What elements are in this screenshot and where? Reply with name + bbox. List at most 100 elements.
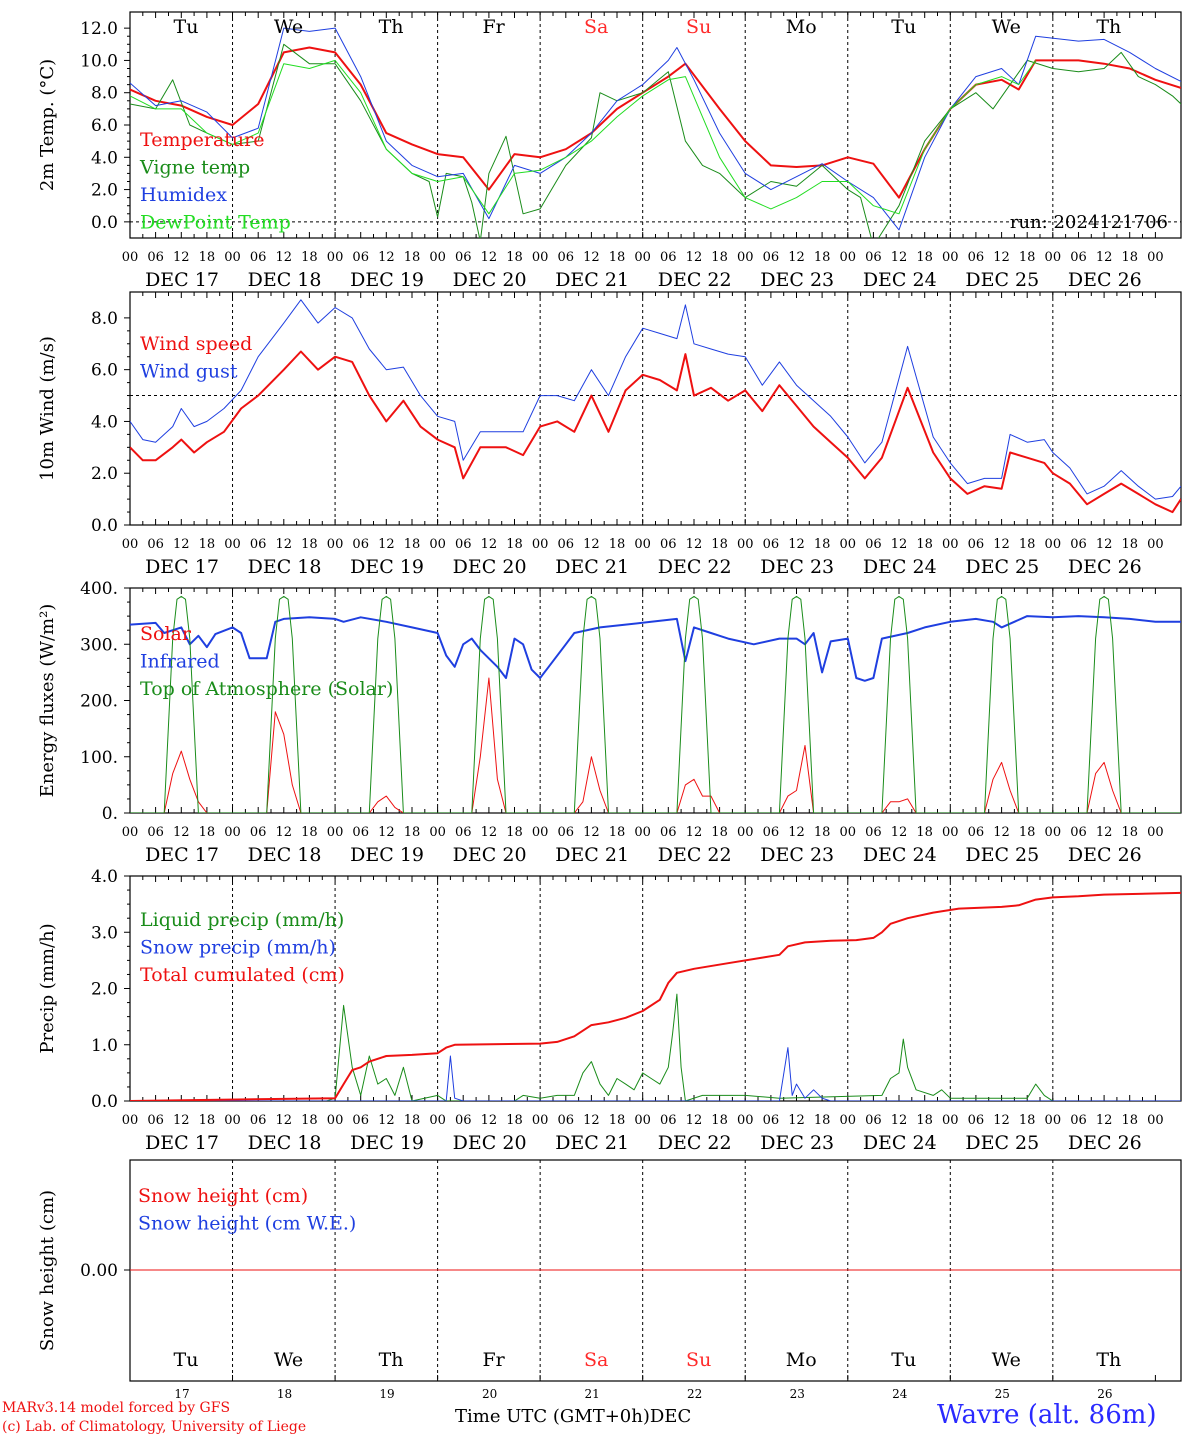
x-hour-label: 18 [199, 250, 216, 265]
x-hour-label: 06 [660, 1113, 677, 1128]
x-hour-label: 06 [968, 250, 985, 265]
y-tick-label: 8.0 [91, 84, 118, 104]
x-hour-label: 12 [378, 825, 395, 840]
x-hour-label: 18 [916, 250, 933, 265]
x-hour-label: 00 [327, 1113, 344, 1128]
day-number-label: 20 [482, 1387, 497, 1401]
x-hour-label: 12 [993, 537, 1010, 552]
x-hour-label: 12 [173, 1113, 190, 1128]
model-credit: MARv3.14 model forced by GFS [2, 1400, 231, 1416]
x-hour-label: 06 [455, 537, 472, 552]
x-hour-label: 18 [711, 825, 728, 840]
panel-frame [129, 11, 1182, 239]
x-hour-label: 00 [224, 250, 241, 265]
weekday-label: Th [1096, 1349, 1121, 1371]
weekday-label: Tu [891, 1349, 916, 1371]
x-hour-label: 00 [634, 825, 651, 840]
x-hour-label: 06 [1070, 825, 1087, 840]
x-hour-label: 00 [839, 250, 856, 265]
x-hour-label: 18 [1019, 1113, 1036, 1128]
y-tick-label: 0.0 [91, 1092, 118, 1112]
y-tick-label: 0.0 [91, 516, 118, 536]
y-tick-label: 4.0 [91, 412, 118, 432]
x-hour-label: 12 [788, 1113, 805, 1128]
x-hour-label: 00 [634, 250, 651, 265]
x-hour-label: 00 [1045, 250, 1062, 265]
legend-entry: Infrared [140, 651, 220, 673]
y-tick-label: 4.0 [91, 867, 118, 887]
x-hour-label: 00 [122, 825, 139, 840]
x-hour-label: 12 [686, 1113, 703, 1128]
x-hour-label: 18 [814, 537, 831, 552]
day-number-label: 24 [892, 1387, 908, 1401]
x-hour-label: 00 [737, 250, 754, 265]
x-hour-label: 00 [122, 1113, 139, 1128]
x-hour-label: 18 [506, 1113, 523, 1128]
y-axis-title: Snow height (cm) [37, 1190, 58, 1351]
x-hour-label: 12 [481, 1113, 498, 1128]
x-hour-label: 12 [583, 250, 600, 265]
series-line-liquid-precip-mm-h- [130, 993, 1181, 1101]
x-hour-label: 18 [301, 825, 318, 840]
x-hour-label: 00 [1045, 825, 1062, 840]
day-number-label: 25 [995, 1387, 1010, 1401]
x-hour-label: 18 [609, 537, 626, 552]
x-hour-label: 18 [301, 250, 318, 265]
x-hour-label: 06 [1070, 1113, 1087, 1128]
day-number-label: 21 [585, 1387, 600, 1401]
weekday-label: Sa [584, 1349, 608, 1371]
x-hour-label: 18 [1121, 250, 1138, 265]
series-line-wind-speed [130, 350, 1181, 514]
y-tick-label: 0.0 [91, 213, 118, 233]
x-date-label: DEC 23 [760, 556, 834, 578]
x-hour-label: 06 [865, 825, 882, 840]
x-hour-label: 18 [711, 1113, 728, 1128]
legend-entry: Snow height (cm W.E.) [138, 1213, 356, 1235]
legend-entry: Solar [140, 623, 192, 645]
y-axis-title: 2m Temp. (°C) [37, 59, 58, 191]
series-line-dewpoint-temp [130, 59, 1037, 215]
weekday-label: Th [379, 1349, 404, 1371]
x-hour-label: 12 [993, 1113, 1010, 1128]
x-hour-label: 00 [737, 825, 754, 840]
x-hour-label: 12 [1096, 250, 1113, 265]
y-axis-title: Precip (mm/h) [37, 923, 58, 1053]
y-tick-label: 2.0 [91, 980, 118, 1000]
y-tick-label: 2.0 [91, 181, 118, 201]
x-hour-label: 00 [429, 825, 446, 840]
x-hour-label: 18 [199, 1113, 216, 1128]
x-axis-label: Time UTC (GMT+0h)DEC [455, 1406, 691, 1427]
x-hour-label: 00 [327, 250, 344, 265]
x-hour-label: 18 [404, 825, 421, 840]
x-hour-label: 00 [1045, 1113, 1062, 1128]
x-date-label: DEC 18 [248, 269, 322, 291]
y-axis-title: Energy fluxes (W/m²) [37, 604, 58, 798]
x-hour-label: 00 [429, 250, 446, 265]
x-date-label: DEC 23 [760, 844, 834, 866]
x-hour-label: 18 [301, 1113, 318, 1128]
x-hour-label: 12 [891, 250, 908, 265]
x-hour-label: 12 [891, 1113, 908, 1128]
x-date-label: DEC 25 [965, 556, 1039, 578]
x-hour-label: 00 [839, 825, 856, 840]
series-line-solar [130, 677, 1181, 813]
x-hour-label: 06 [455, 825, 472, 840]
weekday-label: Su [686, 1349, 711, 1371]
legend-entry: Snow precip (mm/h) [140, 937, 336, 959]
x-date-label: DEC 20 [453, 269, 527, 291]
weekday-label: Tu [174, 1349, 199, 1371]
x-hour-label: 18 [1019, 250, 1036, 265]
x-hour-label: 06 [558, 250, 575, 265]
x-hour-label: 00 [532, 537, 549, 552]
x-hour-label: 06 [660, 250, 677, 265]
x-date-label: DEC 17 [145, 269, 219, 291]
x-hour-label: 12 [1096, 825, 1113, 840]
panel-temp [124, 11, 1182, 239]
x-hour-label: 18 [609, 825, 626, 840]
series-line-temperature [130, 46, 1181, 199]
x-hour-label: 18 [404, 1113, 421, 1128]
x-hour-label: 00 [224, 825, 241, 840]
x-hour-label: 06 [865, 250, 882, 265]
x-hour-label: 00 [942, 537, 959, 552]
x-date-label: DEC 19 [350, 1132, 424, 1154]
